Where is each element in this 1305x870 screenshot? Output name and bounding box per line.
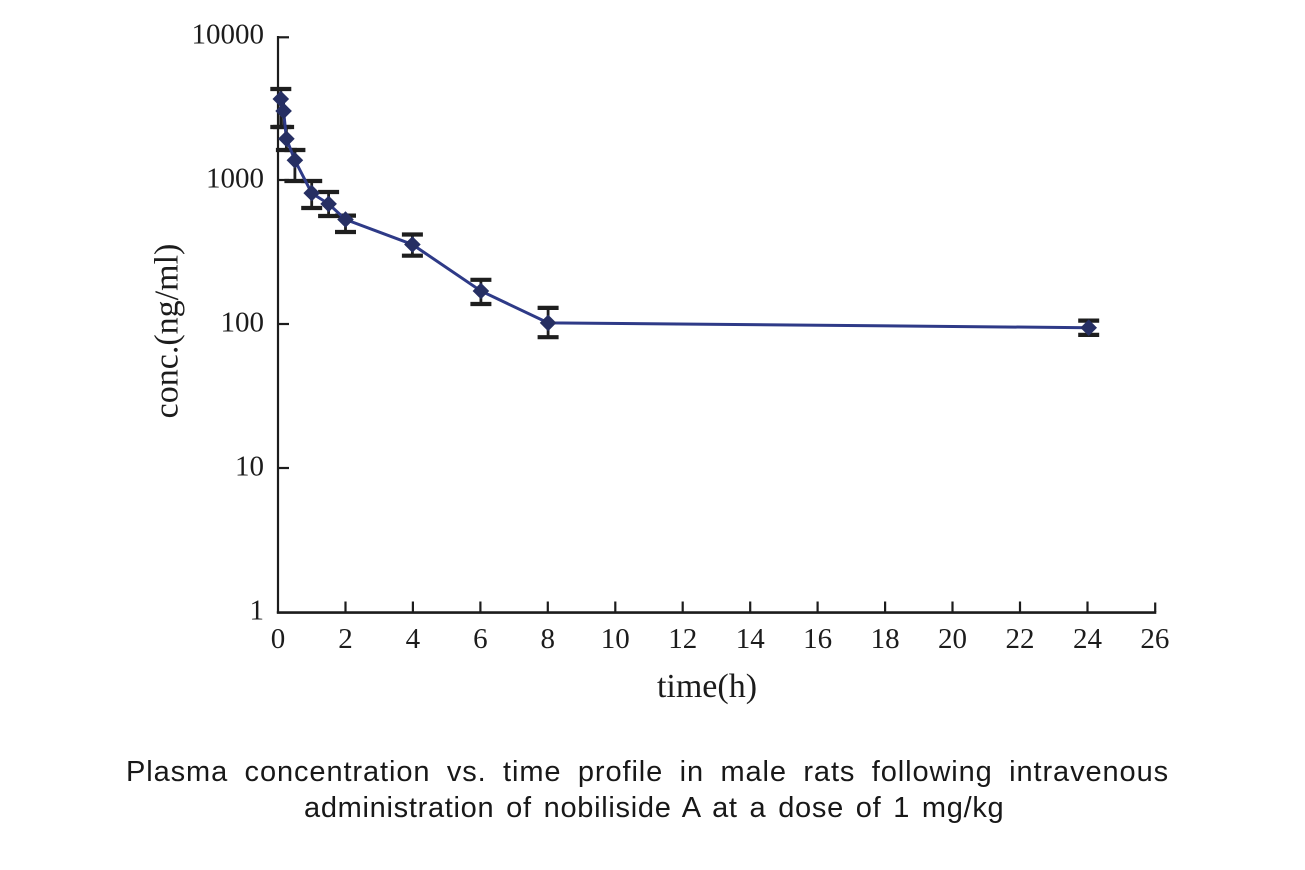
svg-text:26: 26: [1140, 623, 1169, 655]
svg-text:16: 16: [803, 623, 832, 655]
svg-text:12: 12: [668, 623, 697, 655]
svg-text:1000: 1000: [206, 163, 264, 195]
svg-text:24: 24: [1073, 623, 1103, 655]
svg-text:6: 6: [473, 623, 488, 655]
svg-text:2: 2: [338, 623, 353, 655]
svg-text:20: 20: [938, 623, 967, 655]
svg-text:22: 22: [1006, 623, 1035, 655]
svg-text:100: 100: [221, 307, 265, 339]
svg-text:10: 10: [235, 451, 264, 483]
svg-text:time(h): time(h): [657, 668, 757, 705]
svg-text:0: 0: [271, 623, 286, 655]
svg-text:10: 10: [601, 623, 630, 655]
svg-text:conc.(ng/ml): conc.(ng/ml): [149, 244, 186, 419]
svg-text:4: 4: [406, 623, 421, 655]
svg-text:18: 18: [871, 623, 900, 655]
svg-text:8: 8: [541, 623, 556, 655]
svg-text:10000: 10000: [192, 19, 265, 51]
svg-text:14: 14: [736, 623, 766, 655]
svg-text:1: 1: [250, 595, 265, 627]
